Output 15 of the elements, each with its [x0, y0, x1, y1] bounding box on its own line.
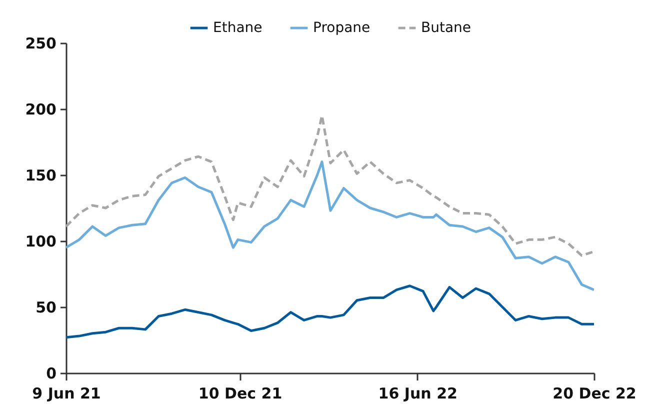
legend-label: Propane: [313, 20, 370, 36]
line-series: [66, 284, 594, 339]
x-tick-label: 10 Dec 21: [198, 384, 282, 402]
legend-label: Ethane: [213, 20, 262, 36]
y-tick-label: 200: [25, 100, 56, 118]
y-tick-label: 250: [25, 34, 56, 52]
y-tick-label: 0: [46, 364, 56, 382]
legend-label: Butane: [421, 20, 472, 36]
y-tick-label: 50: [36, 298, 56, 316]
x-tick-label: 9 Jun 21: [32, 384, 101, 402]
y-tick-label: 150: [25, 166, 56, 184]
x-tick-label: 16 Jun 22: [378, 384, 458, 402]
line-series: [66, 160, 594, 292]
y-tick-label: 100: [25, 232, 56, 250]
x-tick-label: 20 Dec 22: [552, 384, 636, 402]
